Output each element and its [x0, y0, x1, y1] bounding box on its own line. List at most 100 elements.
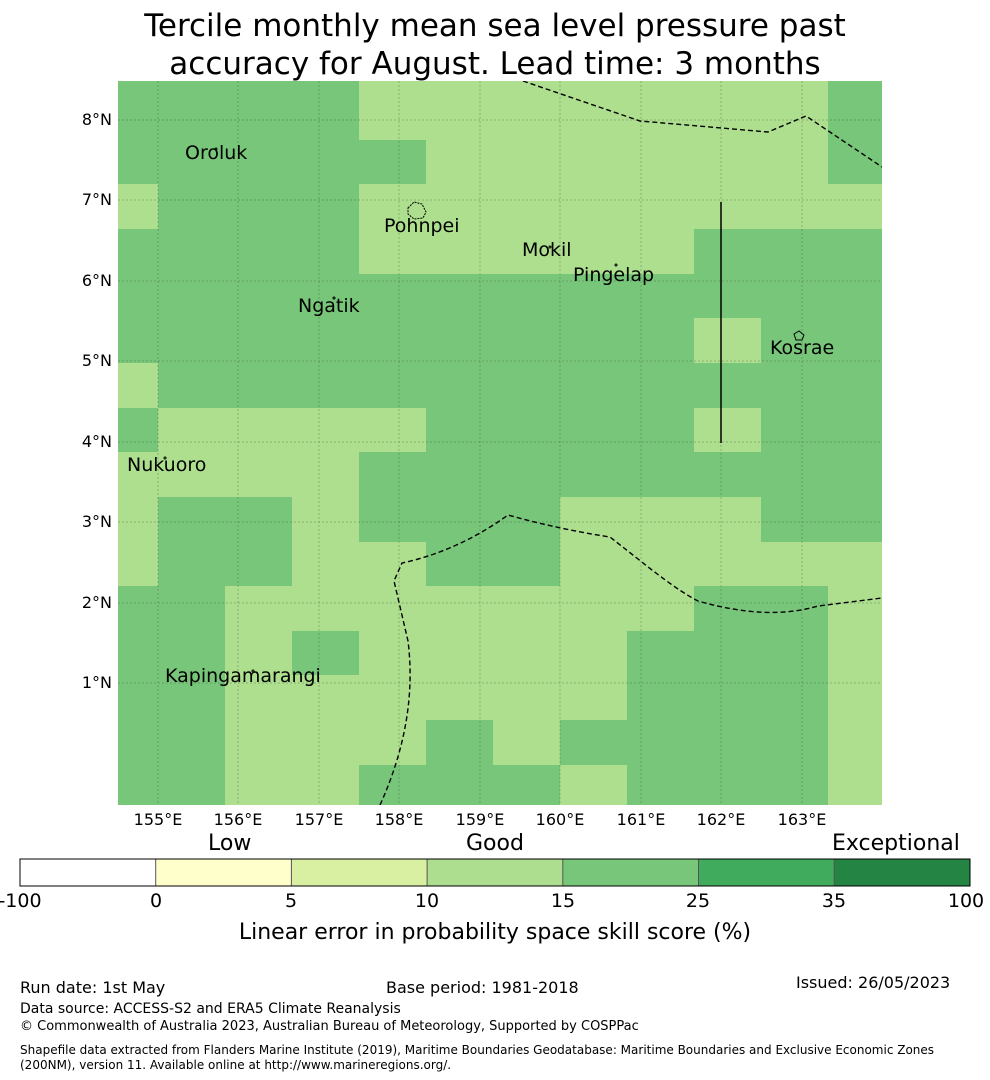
colorbar-segment-2 — [155, 859, 292, 886]
skill-map — [118, 81, 882, 805]
lon-label-160e: 160°E — [535, 810, 585, 829]
skill-cell — [118, 81, 158, 140]
skill-cell — [158, 720, 225, 765]
skill-cell — [828, 318, 882, 363]
skill-cell — [359, 586, 426, 631]
skill-cell — [225, 81, 292, 140]
skill-cell — [426, 140, 493, 184]
skill-cell — [225, 765, 292, 805]
skill-cell — [426, 542, 493, 586]
skill-cell — [828, 765, 882, 805]
skill-cell — [158, 586, 225, 631]
skill-cell — [694, 542, 761, 586]
skill-cell — [359, 631, 426, 675]
lon-label-157e: 157°E — [294, 810, 344, 829]
skill-cell — [560, 765, 627, 805]
lon-label-159e: 159°E — [455, 810, 505, 829]
skill-cell — [118, 363, 158, 408]
colorbar-tick-10: 10 — [414, 890, 440, 912]
lat-label-5n: 5°N — [81, 351, 112, 370]
skill-cell — [828, 81, 882, 140]
skill-cell — [225, 140, 292, 184]
skill-cell — [761, 363, 828, 408]
skill-cell — [560, 184, 627, 229]
place-label-kapingamarangi: Kapingamarangi — [165, 665, 321, 687]
run-date: Run date: 1st May — [20, 978, 166, 997]
lat-label-6n: 6°N — [81, 271, 112, 290]
skill-cell — [493, 318, 560, 363]
skill-cell — [292, 229, 359, 274]
colorbar-segment-6 — [698, 859, 835, 886]
skill-cell — [426, 318, 493, 363]
skill-cell — [225, 586, 292, 631]
skill-cell — [694, 318, 761, 363]
skill-cell — [292, 720, 359, 765]
skill-cell — [828, 631, 882, 675]
place-label-mokil: Mokil — [522, 239, 572, 261]
skill-cell — [560, 497, 627, 542]
skill-cell — [359, 184, 426, 229]
place-label-pingelap: Pingelap — [573, 264, 655, 286]
skill-cell — [761, 274, 828, 318]
skill-cell — [694, 675, 761, 720]
colorbar-tick-5: 5 — [284, 890, 298, 912]
skill-cell — [158, 631, 225, 675]
skill-cell — [225, 720, 292, 765]
place-label-ngatik: Ngatik — [298, 295, 360, 317]
skill-cell — [225, 184, 292, 229]
skill-cell — [761, 497, 828, 542]
skill-cell — [118, 408, 158, 452]
skill-cell — [426, 184, 493, 229]
islands — [163, 147, 805, 673]
skill-cell — [560, 631, 627, 675]
skill-cell — [359, 675, 426, 720]
skill-cell — [225, 274, 292, 318]
skill-cell — [158, 229, 225, 274]
skill-cell — [292, 586, 359, 631]
place-label-kosrae: Kosrae — [770, 337, 835, 359]
skill-cell — [292, 765, 359, 805]
skill-cell — [694, 274, 761, 318]
shapefile-credit-line-1: Shapefile data extracted from Flanders M… — [20, 1043, 935, 1057]
place-label-pohnpei: Pohnpei — [384, 215, 460, 237]
skill-cell — [493, 586, 560, 631]
lon-label-156e: 156°E — [213, 810, 263, 829]
eez-boundaries — [379, 81, 882, 805]
colorbar-category-low: Low — [208, 831, 252, 856]
skill-cell — [560, 81, 627, 140]
skill-cell — [560, 452, 627, 497]
colorbar-tick-25: 25 — [685, 890, 711, 912]
skill-cell — [694, 140, 761, 184]
skill-cell — [560, 408, 627, 452]
skill-cell — [694, 229, 761, 274]
skill-cell — [627, 363, 694, 408]
skill-cell — [694, 720, 761, 765]
skill-cell — [493, 274, 560, 318]
skill-cell — [761, 720, 828, 765]
skill-cell — [292, 81, 359, 140]
skill-cell — [493, 765, 560, 805]
skill-cell — [426, 229, 493, 274]
skill-cell — [118, 720, 158, 765]
skill-cell — [225, 363, 292, 408]
skill-cell — [828, 497, 882, 542]
skill-cell — [560, 363, 627, 408]
skill-cell — [627, 229, 694, 274]
lat-label-1n: 1°N — [81, 673, 112, 692]
skill-cell — [359, 542, 426, 586]
skill-cell — [493, 675, 560, 720]
skill-cell — [292, 140, 359, 184]
skill-cell — [118, 542, 158, 586]
lon-label-155e: 155°E — [133, 810, 183, 829]
skill-cell — [158, 452, 225, 497]
skill-cell — [493, 631, 560, 675]
colorbar — [19, 858, 971, 887]
skill-cell — [359, 140, 426, 184]
colorbar-segment-3 — [291, 859, 428, 886]
colorbar-segment-7 — [834, 859, 970, 886]
skill-cell — [118, 274, 158, 318]
colorbar-category-exceptional: Exceptional — [832, 831, 960, 856]
skill-cell — [627, 81, 694, 140]
skill-cell — [225, 497, 292, 542]
skill-cell — [225, 452, 292, 497]
